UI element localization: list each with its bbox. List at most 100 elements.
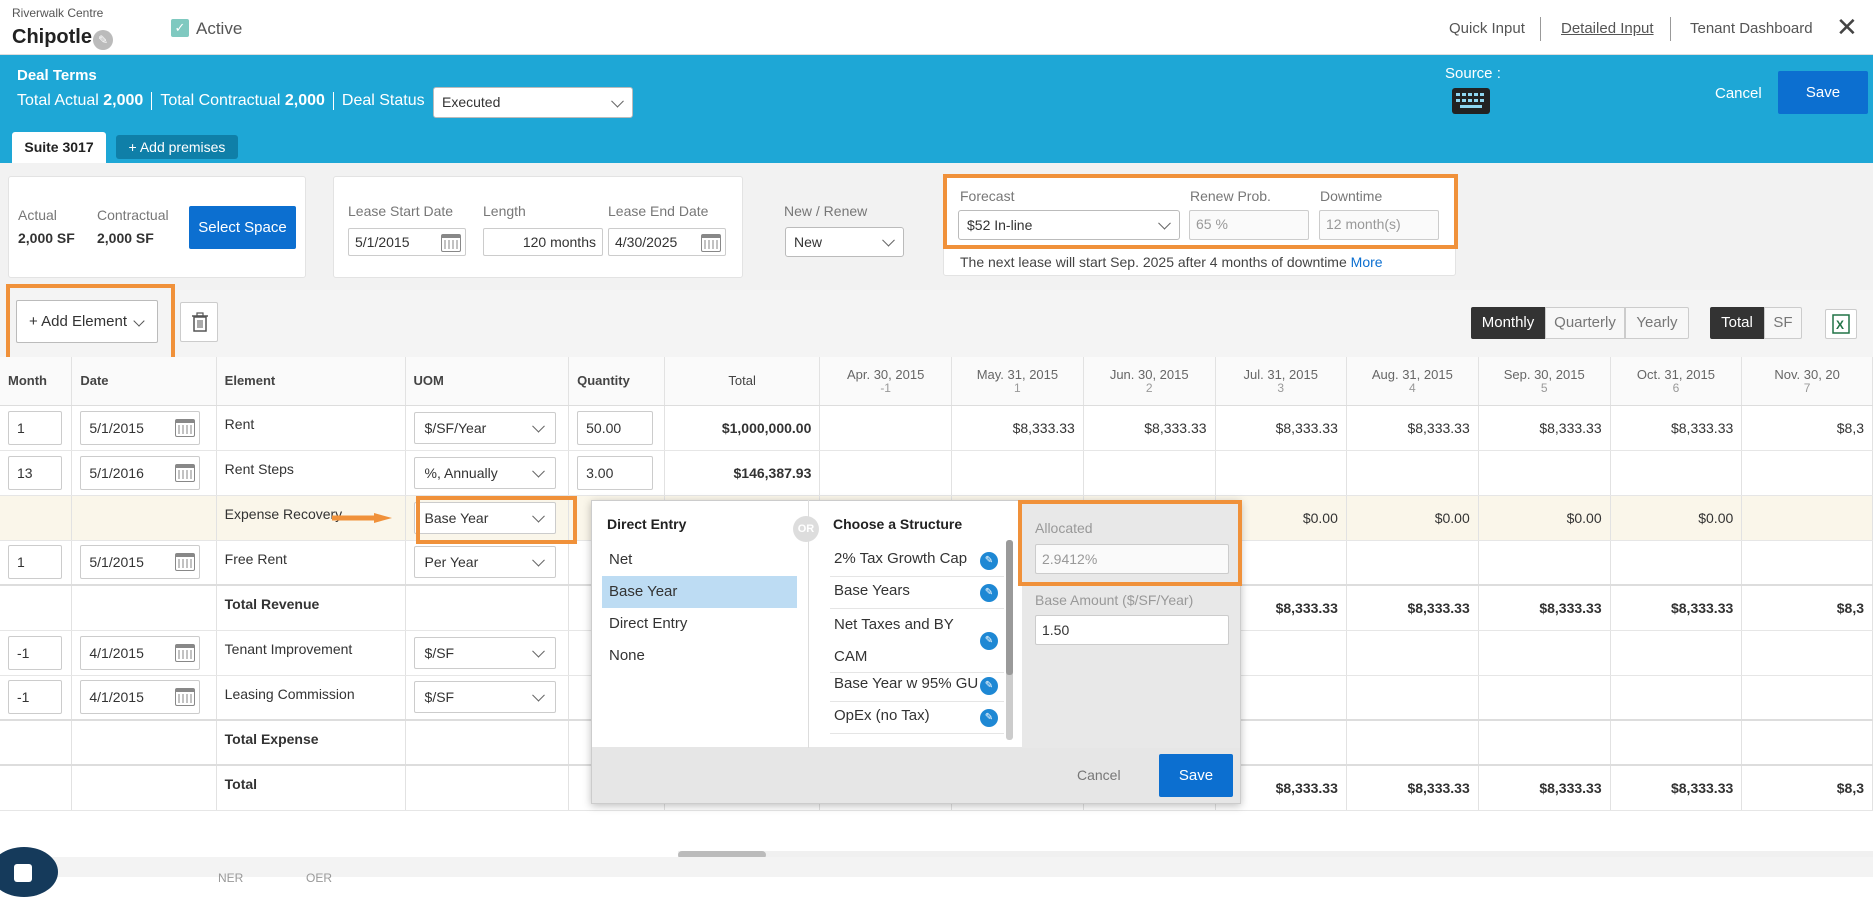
- period-yearly[interactable]: Yearly: [1625, 307, 1689, 339]
- uom-header[interactable]: UOM: [405, 357, 570, 406]
- pencil-icon[interactable]: ✎: [980, 676, 998, 695]
- chevron-down-icon: [882, 233, 895, 247]
- quantity-input[interactable]: 3.00: [577, 455, 654, 490]
- new-renew-select[interactable]: New: [785, 227, 904, 257]
- period-value-cell: $0.00: [1610, 495, 1743, 541]
- deal-status-select[interactable]: Executed: [433, 87, 633, 118]
- period-quarterly[interactable]: Quarterly: [1545, 307, 1625, 339]
- close-icon[interactable]: ✕: [1836, 12, 1858, 42]
- quantity-header[interactable]: Quantity: [568, 357, 665, 406]
- month-input[interactable]: 1: [8, 545, 62, 580]
- tab-ner[interactable]: NER: [218, 871, 244, 885]
- unit-sf[interactable]: SF: [1764, 307, 1802, 339]
- more-link[interactable]: More: [1350, 254, 1383, 270]
- structure-item[interactable]: Net Taxes and BY CAM ✎: [830, 609, 1004, 673]
- month-input[interactable]: 13: [8, 455, 62, 490]
- date-value: 5/1/2015: [89, 419, 144, 436]
- date-input[interactable]: 5/1/2015: [80, 545, 201, 580]
- element-cell: Total Revenue: [216, 584, 406, 631]
- unit-total[interactable]: Total: [1710, 307, 1764, 339]
- calendar-icon[interactable]: [175, 553, 196, 572]
- scrollbar-thumb[interactable]: [1006, 540, 1013, 675]
- option-net[interactable]: Net: [609, 551, 633, 568]
- month-input[interactable]: -1: [8, 680, 62, 715]
- calendar-icon[interactable]: [175, 643, 196, 662]
- month-cell: [0, 764, 73, 811]
- tenant-name: Chipotle: [12, 26, 92, 48]
- month-input[interactable]: -1: [8, 635, 62, 670]
- horizontal-scrollbar-thumb[interactable]: [678, 851, 766, 859]
- trash-icon[interactable]: [180, 302, 218, 342]
- excel-export-icon[interactable]: X: [1825, 309, 1857, 339]
- date-input[interactable]: 5/1/2016: [80, 455, 201, 490]
- chat-launcher-icon[interactable]: [0, 847, 58, 897]
- period-value-cell: [1478, 450, 1611, 496]
- tab-suite[interactable]: Suite 3017: [12, 132, 106, 163]
- divider: [1540, 17, 1541, 41]
- uom-select[interactable]: %, Annually: [413, 456, 556, 489]
- add-premises-button[interactable]: + Add premises: [116, 135, 238, 159]
- edit-pencil-icon[interactable]: ✎: [93, 30, 113, 50]
- uom-select[interactable]: Base Year: [413, 501, 556, 534]
- structure-item[interactable]: OpEx (no Tax) ✎: [830, 702, 1004, 734]
- date-input[interactable]: 4/1/2015: [80, 635, 201, 670]
- calendar-icon[interactable]: [175, 418, 196, 437]
- renew-prob-input[interactable]: 65 %: [1189, 210, 1309, 240]
- active-checkbox[interactable]: ✓: [171, 19, 189, 37]
- lease-start-input[interactable]: 5/1/2015: [348, 228, 466, 256]
- calendar-icon[interactable]: [701, 234, 721, 252]
- structure-item[interactable]: Base Year w 95% GU ✎: [830, 670, 1004, 702]
- period-monthly[interactable]: Monthly: [1471, 307, 1545, 339]
- calendar-icon[interactable]: [175, 688, 196, 707]
- structure-item[interactable]: Base Years ✎: [830, 577, 1004, 609]
- popup-cancel-button[interactable]: Cancel: [1077, 767, 1121, 783]
- uom-select[interactable]: $/SF: [413, 681, 556, 714]
- length-input[interactable]: 120 months: [483, 228, 603, 256]
- option-base-year[interactable]: Base Year: [602, 576, 797, 608]
- pencil-icon[interactable]: ✎: [980, 631, 998, 650]
- total-header[interactable]: Total: [664, 357, 821, 406]
- uom-select[interactable]: $/SF/Year: [413, 411, 556, 444]
- period-header: Nov. 30, 20 7: [1741, 357, 1873, 406]
- forecast-note: The next lease will start Sep. 2025 afte…: [960, 254, 1383, 270]
- lease-end-input[interactable]: 4/30/2025: [608, 228, 726, 256]
- month-input[interactable]: 1: [8, 410, 62, 445]
- tab-oer[interactable]: OER: [306, 871, 333, 885]
- tenant-dashboard-link[interactable]: Tenant Dashboard: [1690, 20, 1813, 37]
- structure-item[interactable]: 2% Tax Growth Cap ✎: [830, 545, 1004, 577]
- deal-save-button[interactable]: Save: [1778, 71, 1868, 114]
- horizontal-scrollbar[interactable]: [678, 851, 1873, 859]
- pencil-icon[interactable]: ✎: [980, 583, 998, 602]
- date-input[interactable]: 5/1/2015: [80, 410, 201, 445]
- select-space-button[interactable]: Select Space: [189, 206, 296, 249]
- base-amount-input[interactable]: 1.50: [1035, 615, 1229, 645]
- date-header[interactable]: Date: [71, 357, 217, 406]
- uom-select[interactable]: Per Year: [413, 546, 556, 579]
- downtime-input[interactable]: 12 month(s): [1319, 210, 1439, 240]
- renew-prob-label: Renew Prob.: [1190, 188, 1271, 204]
- quick-input-link[interactable]: Quick Input: [1449, 20, 1525, 37]
- option-none[interactable]: None: [609, 647, 645, 664]
- total-cell: $1,000,000.00: [664, 405, 821, 451]
- direct-entry-header: Direct Entry: [607, 516, 687, 532]
- period-value-cell: [819, 450, 952, 496]
- month-header[interactable]: Month: [0, 357, 73, 406]
- detailed-input-link[interactable]: Detailed Input: [1561, 20, 1654, 37]
- element-header[interactable]: Element: [216, 357, 406, 406]
- forecast-select[interactable]: $52 In-line: [958, 210, 1180, 240]
- quantity-input[interactable]: 50.00: [577, 410, 654, 445]
- pencil-icon[interactable]: ✎: [980, 551, 998, 570]
- popup-save-button[interactable]: Save: [1159, 754, 1233, 797]
- calendar-icon[interactable]: [441, 234, 461, 252]
- date-input[interactable]: 4/1/2015: [80, 680, 201, 715]
- uom-select[interactable]: $/SF: [413, 636, 556, 669]
- pencil-icon[interactable]: ✎: [980, 708, 998, 727]
- add-element-button[interactable]: + Add Element: [16, 300, 158, 343]
- calendar-icon[interactable]: [175, 463, 196, 482]
- option-direct-entry[interactable]: Direct Entry: [609, 615, 688, 632]
- allocated-input[interactable]: 2.9412%: [1035, 544, 1229, 574]
- period-value-cell: $8,3: [1741, 584, 1873, 631]
- total-actual-label: Total Actual: [17, 92, 99, 110]
- downtime-label: Downtime: [1320, 188, 1383, 204]
- deal-cancel-button[interactable]: Cancel: [1715, 85, 1762, 102]
